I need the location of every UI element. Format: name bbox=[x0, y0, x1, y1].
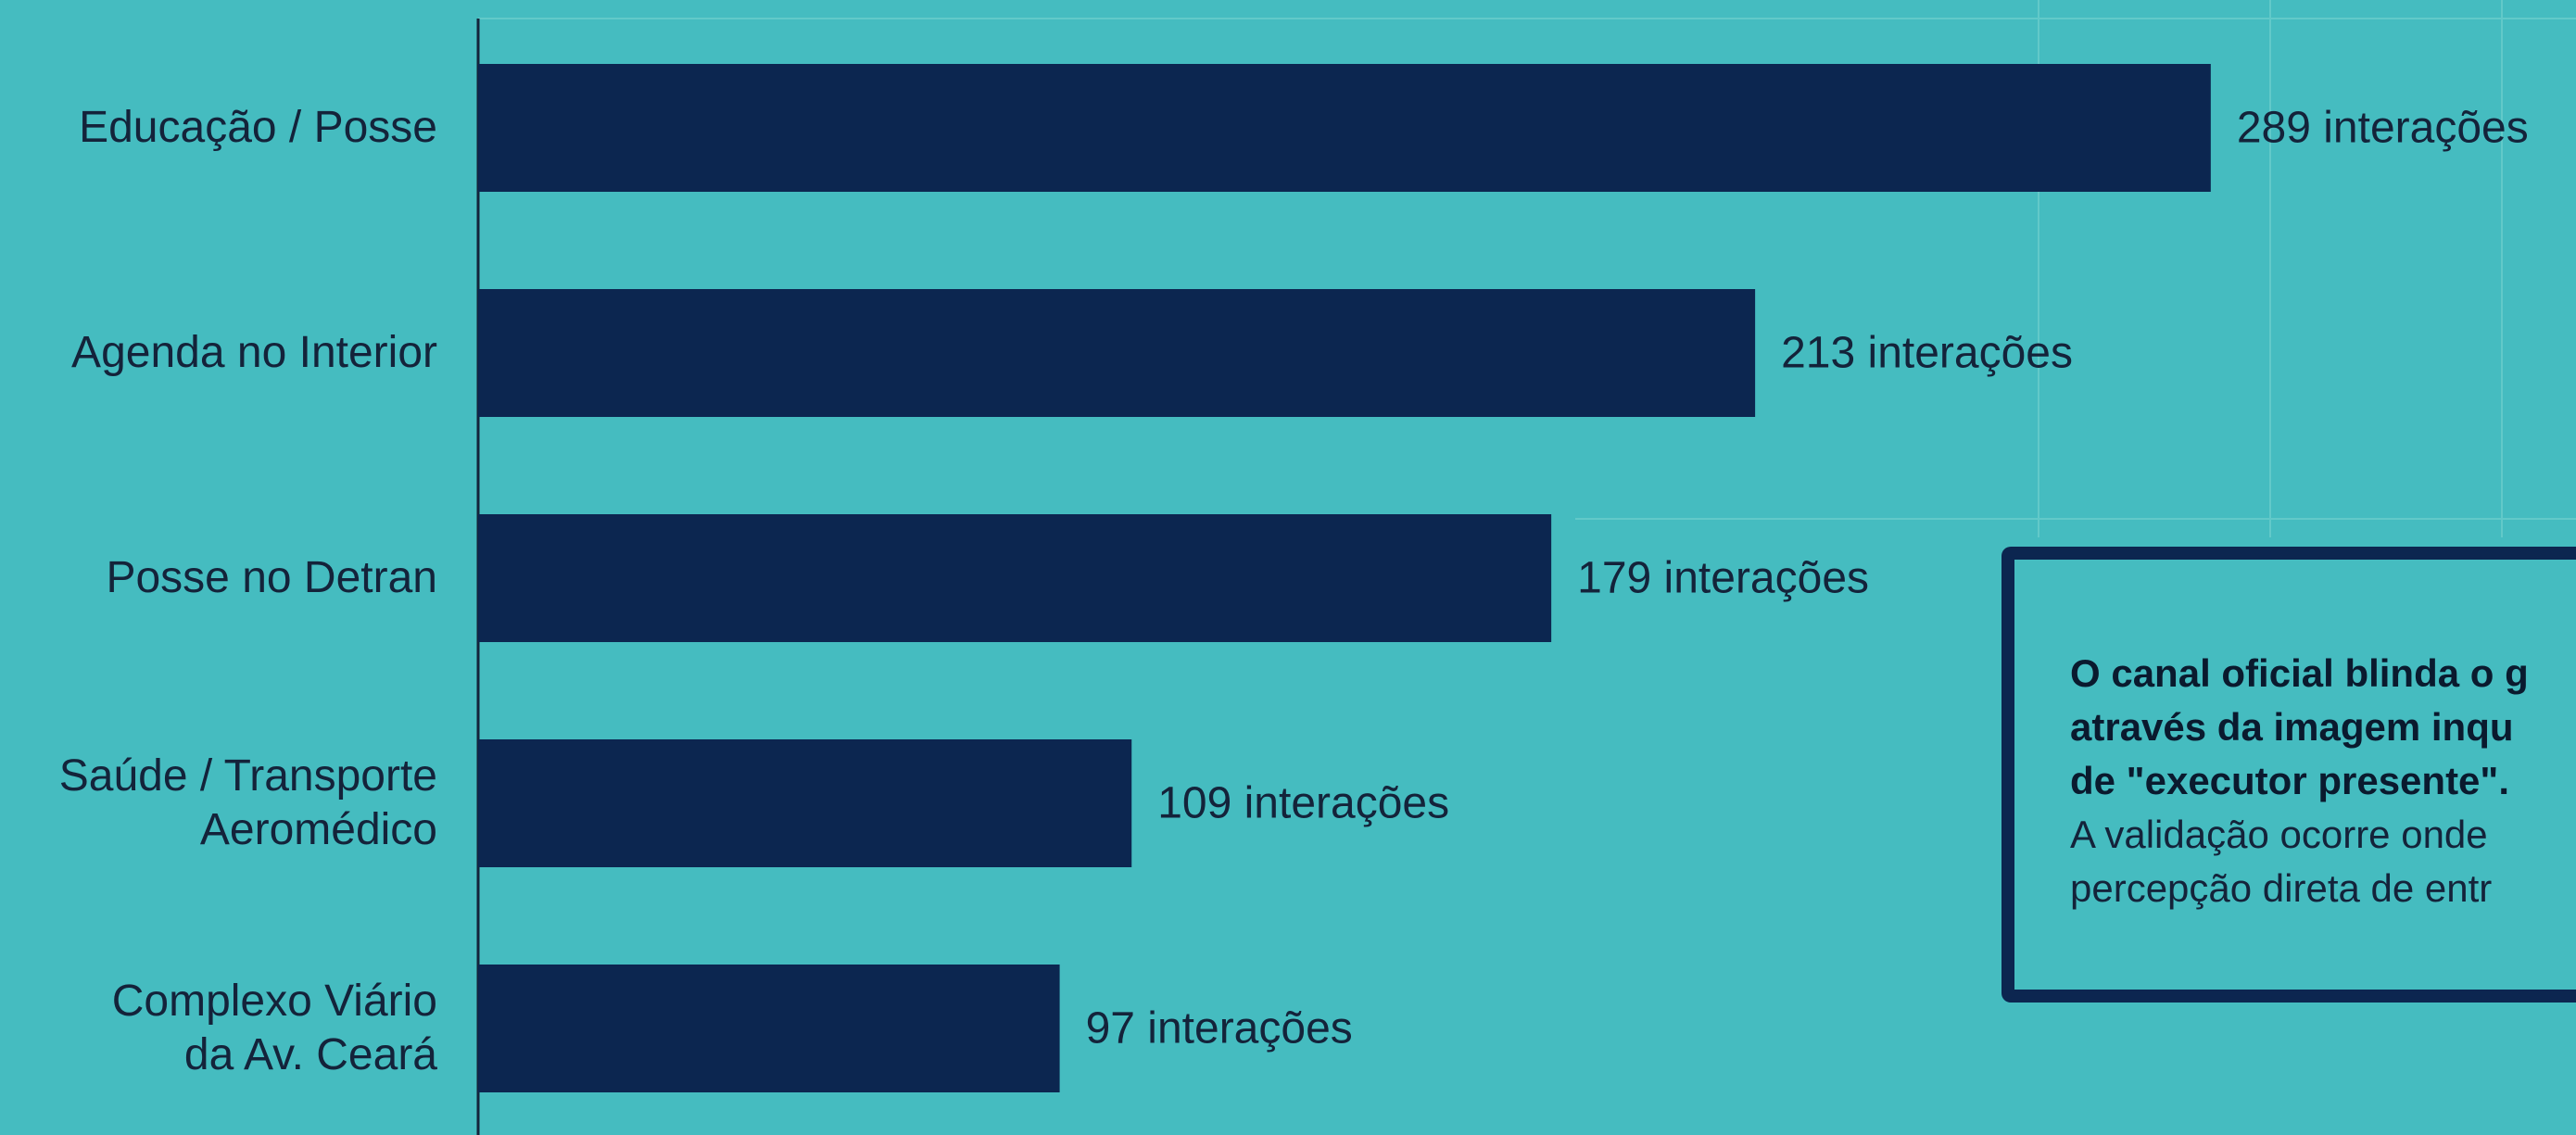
annotation-bold-line: de "executor presente". bbox=[2070, 754, 2576, 808]
value-label: 97 interações bbox=[1086, 1003, 1353, 1054]
category-label: Agenda no Interior bbox=[71, 326, 437, 380]
bar bbox=[478, 289, 1755, 417]
bar bbox=[478, 64, 2211, 192]
chart: O canal oficial blinda o gatravés da ima… bbox=[0, 0, 2576, 1135]
value-label: 289 interações bbox=[2237, 103, 2529, 154]
annotation-bold-line: O canal oficial blinda o g bbox=[2070, 647, 2576, 700]
value-label: 109 interações bbox=[1157, 778, 1449, 829]
bar bbox=[478, 739, 1131, 867]
category-label: Posse no Detran bbox=[106, 551, 437, 605]
annotation-line: percepção direta de entr bbox=[2070, 862, 2576, 915]
annotation-line: A validação ocorre onde bbox=[2070, 808, 2576, 862]
value-label: 179 interações bbox=[1577, 553, 1869, 604]
category-label: Educação / Posse bbox=[79, 101, 437, 155]
annotation-bold-line: através da imagem inqu bbox=[2070, 700, 2576, 754]
category-label: Saúde / Transporte Aeromédico bbox=[59, 750, 437, 857]
category-label: Complexo Viário da Av. Ceará bbox=[112, 975, 437, 1082]
value-label: 213 interações bbox=[1781, 328, 2073, 379]
bar bbox=[478, 514, 1551, 642]
bar bbox=[478, 965, 1060, 1092]
